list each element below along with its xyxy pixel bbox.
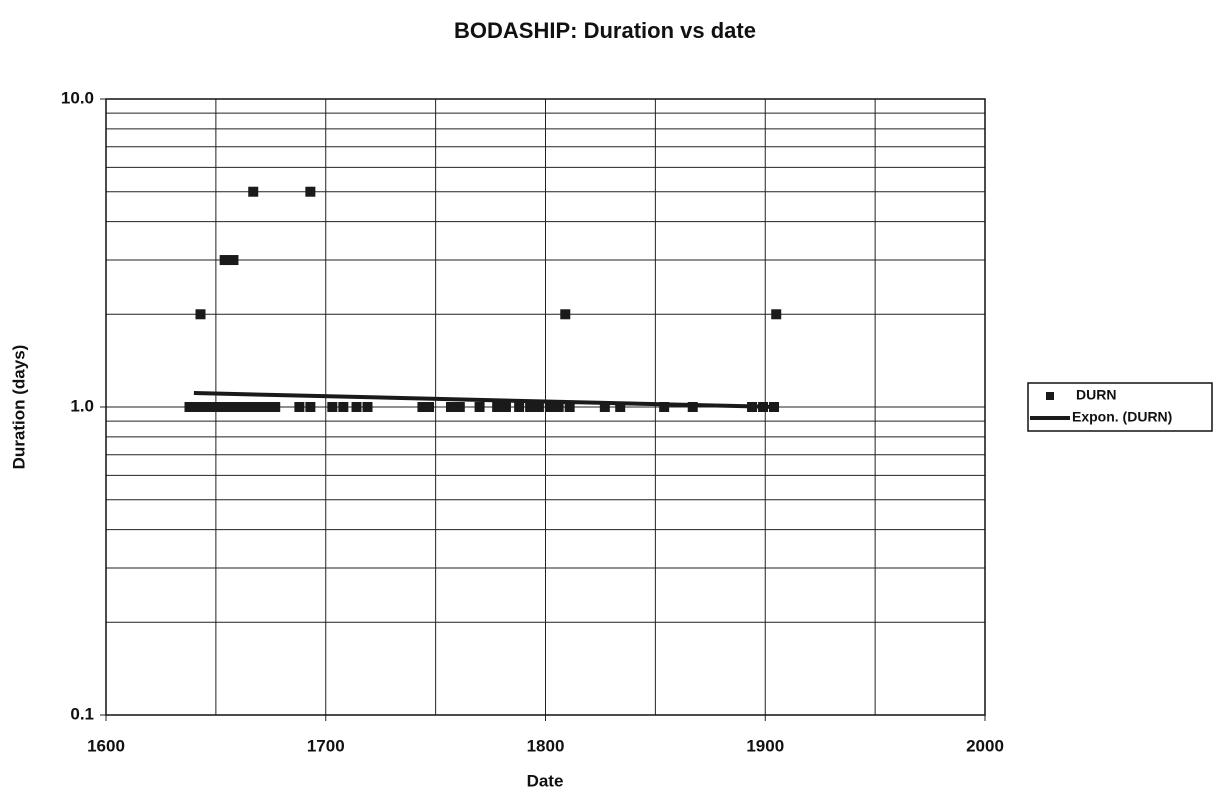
data-point xyxy=(500,402,511,412)
data-point xyxy=(305,402,316,412)
data-point xyxy=(228,255,239,266)
y-tick-label: 0.1 xyxy=(70,704,94,723)
data-point xyxy=(250,402,261,412)
data-point xyxy=(553,402,564,412)
data-point xyxy=(263,402,274,412)
data-point xyxy=(533,402,544,412)
data-point xyxy=(424,402,435,412)
data-point xyxy=(492,402,503,412)
data-point xyxy=(659,402,670,412)
data-point xyxy=(217,402,228,412)
x-tick-label: 1800 xyxy=(527,736,565,755)
data-point xyxy=(454,402,465,412)
data-point xyxy=(351,402,362,412)
data-point xyxy=(771,309,782,320)
data-point xyxy=(417,402,428,412)
data-point xyxy=(560,309,571,320)
legend-label: DURN xyxy=(1076,387,1116,403)
data-point xyxy=(210,402,221,412)
data-point xyxy=(544,402,555,412)
data-point xyxy=(270,402,281,412)
data-point xyxy=(197,402,208,412)
x-axis-label: Date xyxy=(527,771,564,790)
data-point xyxy=(195,309,206,320)
data-point xyxy=(564,402,575,412)
data-point xyxy=(248,186,259,197)
data-point xyxy=(362,402,373,412)
y-axis-label: Duration (days) xyxy=(9,345,28,470)
data-point xyxy=(446,402,457,412)
legend-box xyxy=(1027,382,1213,432)
x-tick-label: 1700 xyxy=(307,736,345,755)
x-tick-label: 1900 xyxy=(746,736,784,755)
data-point xyxy=(327,402,338,412)
data-point xyxy=(257,402,268,412)
data-point xyxy=(219,255,230,266)
data-point xyxy=(243,402,254,412)
trend-line xyxy=(193,391,777,409)
data-point xyxy=(224,402,235,412)
data-point xyxy=(294,402,305,412)
data-point xyxy=(525,402,536,412)
data-point xyxy=(687,402,698,412)
data-point xyxy=(615,402,626,412)
data-point xyxy=(305,186,316,197)
data-point xyxy=(237,402,248,412)
data-point xyxy=(474,402,485,412)
data-point xyxy=(191,402,202,412)
legend-label: Expon. (DURN) xyxy=(1072,409,1172,425)
x-tick-label: 1600 xyxy=(87,736,125,755)
chart-title: BODASHIP: Duration vs date xyxy=(454,18,756,43)
data-point xyxy=(184,402,195,412)
y-tick-label: 10.0 xyxy=(61,88,94,107)
plot-area xyxy=(105,98,986,716)
data-point xyxy=(599,402,610,412)
y-tick-label: 1.0 xyxy=(70,396,94,415)
data-point xyxy=(230,402,241,412)
x-tick-label: 2000 xyxy=(966,736,1004,755)
data-point xyxy=(338,402,349,412)
data-point xyxy=(514,402,525,412)
legend-marker xyxy=(1046,392,1054,400)
data-point xyxy=(204,402,215,412)
